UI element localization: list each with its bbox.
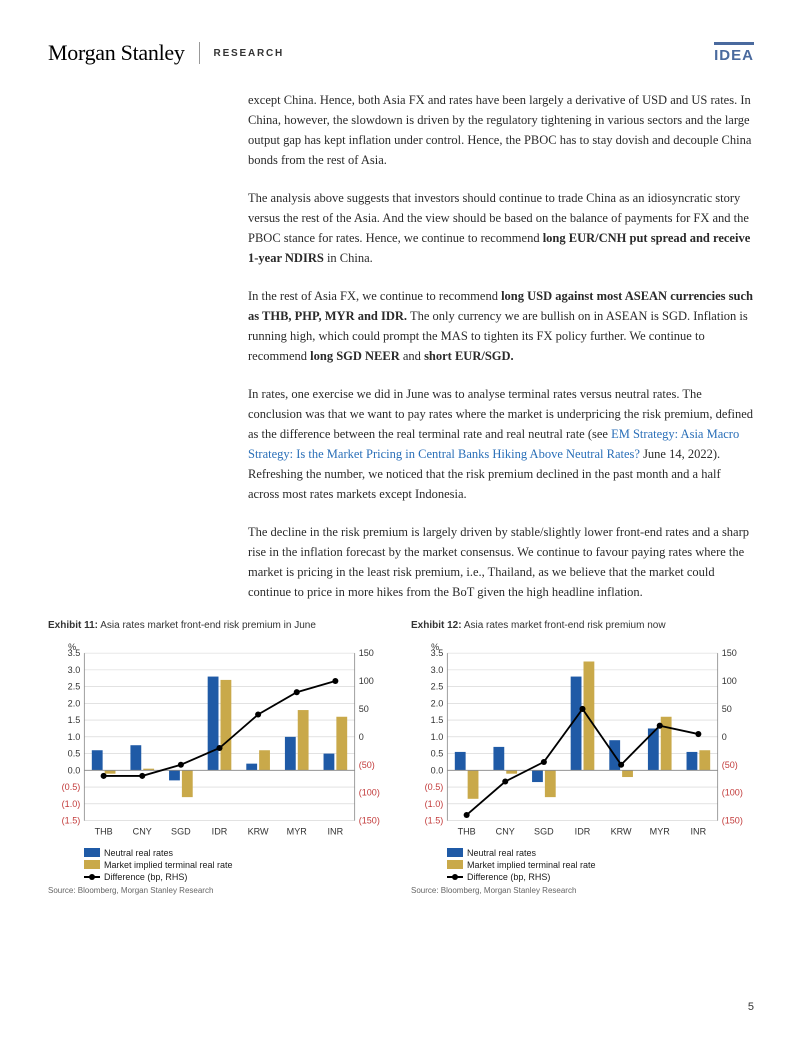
legend-swatch-neutral-icon	[447, 848, 463, 857]
svg-text:KRW: KRW	[611, 827, 632, 837]
ex12-source: Source: Bloomberg, Morgan Stanley Resear…	[411, 886, 754, 895]
ex11-source: Source: Bloomberg, Morgan Stanley Resear…	[48, 886, 391, 895]
section-label: RESEARCH	[214, 48, 285, 59]
paragraph-2: The analysis above suggests that investo…	[248, 188, 754, 268]
svg-text:1.5: 1.5	[431, 715, 444, 725]
page-header: Morgan Stanley RESEARCH IDEA	[48, 40, 754, 66]
legend-swatch-terminal-icon	[84, 860, 100, 869]
svg-text:0: 0	[359, 732, 364, 742]
svg-text:2.0: 2.0	[68, 698, 81, 708]
svg-text:KRW: KRW	[248, 827, 269, 837]
svg-text:100: 100	[722, 676, 737, 686]
paragraph-3: In the rest of Asia FX, we continue to r…	[248, 286, 754, 366]
svg-text:2.0: 2.0	[431, 698, 444, 708]
legend-l1b: Neutral real rates	[467, 848, 536, 858]
svg-text:(50): (50)	[722, 760, 738, 770]
legend-l2b: Market implied terminal real rate	[467, 860, 596, 870]
svg-text:CNY: CNY	[133, 827, 152, 837]
page-number: 5	[748, 1001, 754, 1013]
ex12-title-text: Asia rates market front-end risk premium…	[464, 620, 666, 631]
header-divider	[199, 42, 200, 64]
p3-text-e: and	[400, 349, 424, 363]
svg-text:MYR: MYR	[650, 827, 671, 837]
svg-text:SGD: SGD	[171, 827, 191, 837]
legend-swatch-neutral-icon	[84, 848, 100, 857]
svg-text:150: 150	[359, 648, 374, 658]
legend-marker-diff-icon	[84, 872, 100, 881]
p3-bold-f: short EUR/SGD.	[424, 349, 514, 363]
svg-text:(1.0): (1.0)	[62, 799, 81, 809]
svg-text:(100): (100)	[359, 788, 380, 798]
svg-text:(1.5): (1.5)	[62, 816, 81, 826]
svg-text:(150): (150)	[359, 816, 380, 826]
svg-text:(50): (50)	[359, 760, 375, 770]
svg-text:THB: THB	[95, 827, 113, 837]
svg-text:MYR: MYR	[287, 827, 308, 837]
svg-text:(0.5): (0.5)	[62, 782, 81, 792]
svg-text:CNY: CNY	[496, 827, 515, 837]
svg-text:(1.0): (1.0)	[425, 799, 444, 809]
svg-text:1.0: 1.0	[68, 732, 81, 742]
legend-l1: Neutral real rates	[104, 848, 173, 858]
svg-text:1.0: 1.0	[431, 732, 444, 742]
svg-text:150: 150	[722, 648, 737, 658]
svg-text:0.0: 0.0	[431, 765, 444, 775]
svg-text:(0.5): (0.5)	[425, 782, 444, 792]
header-left: Morgan Stanley RESEARCH	[48, 40, 284, 66]
ex12-label: Exhibit 12:	[411, 620, 462, 631]
svg-text:2.5: 2.5	[68, 682, 81, 692]
svg-text:2.5: 2.5	[431, 682, 444, 692]
svg-text:IDR: IDR	[575, 827, 591, 837]
svg-text:IDR: IDR	[212, 827, 228, 837]
paragraph-1: except China. Hence, both Asia FX and ra…	[248, 90, 754, 170]
svg-text:(1.5): (1.5)	[425, 816, 444, 826]
svg-text:0: 0	[722, 732, 727, 742]
svg-text:0.5: 0.5	[68, 749, 81, 759]
svg-text:3.0: 3.0	[68, 665, 81, 675]
svg-text:0.0: 0.0	[68, 765, 81, 775]
svg-text:1.5: 1.5	[68, 715, 81, 725]
ex11-title-text: Asia rates market front-end risk premium…	[100, 620, 316, 631]
ex12-chart-svg: (1.5)(1.0)(0.5)0.00.51.01.52.02.53.03.5(…	[411, 639, 754, 841]
svg-text:(150): (150)	[722, 816, 743, 826]
ex12-legend: Neutral real rates Market implied termin…	[411, 848, 754, 882]
paragraph-4: In rates, one exercise we did in June wa…	[248, 384, 754, 504]
idea-badge: IDEA	[714, 42, 754, 64]
exhibit-12: Exhibit 12: Asia rates market front-end …	[411, 620, 754, 895]
legend-swatch-terminal-icon	[447, 860, 463, 869]
idea-text: IDEA	[714, 47, 754, 64]
svg-text:SGD: SGD	[534, 827, 554, 837]
ex11-title: Exhibit 11: Asia rates market front-end …	[48, 620, 391, 631]
svg-text:50: 50	[359, 704, 369, 714]
charts-row: Exhibit 11: Asia rates market front-end …	[48, 620, 754, 895]
ex11-legend: Neutral real rates Market implied termin…	[48, 848, 391, 882]
svg-text:INR: INR	[691, 827, 707, 837]
p2-text-c: in China.	[324, 251, 373, 265]
ex12-title: Exhibit 12: Asia rates market front-end …	[411, 620, 754, 631]
svg-text:0.5: 0.5	[431, 749, 444, 759]
exhibit-11: Exhibit 11: Asia rates market front-end …	[48, 620, 391, 895]
svg-text:THB: THB	[458, 827, 476, 837]
p3-text-a: In the rest of Asia FX, we continue to r…	[248, 289, 501, 303]
svg-text:100: 100	[359, 676, 374, 686]
svg-text:3.0: 3.0	[431, 665, 444, 675]
legend-l3: Difference (bp, RHS)	[104, 872, 187, 882]
brand-logo: Morgan Stanley	[48, 40, 185, 66]
svg-text:50: 50	[722, 704, 732, 714]
paragraph-5: The decline in the risk premium is large…	[248, 522, 754, 602]
idea-line-icon	[714, 42, 754, 45]
legend-marker-diff-icon	[447, 872, 463, 881]
svg-text:%: %	[68, 642, 76, 652]
ex11-chart-svg: (1.5)(1.0)(0.5)0.00.51.01.52.02.53.03.5(…	[48, 639, 391, 841]
legend-l2: Market implied terminal real rate	[104, 860, 233, 870]
legend-l3b: Difference (bp, RHS)	[467, 872, 550, 882]
svg-text:INR: INR	[328, 827, 344, 837]
ex11-label: Exhibit 11:	[48, 620, 98, 631]
svg-text:%: %	[431, 642, 439, 652]
svg-text:(100): (100)	[722, 788, 743, 798]
p3-bold-d: long SGD NEER	[310, 349, 400, 363]
